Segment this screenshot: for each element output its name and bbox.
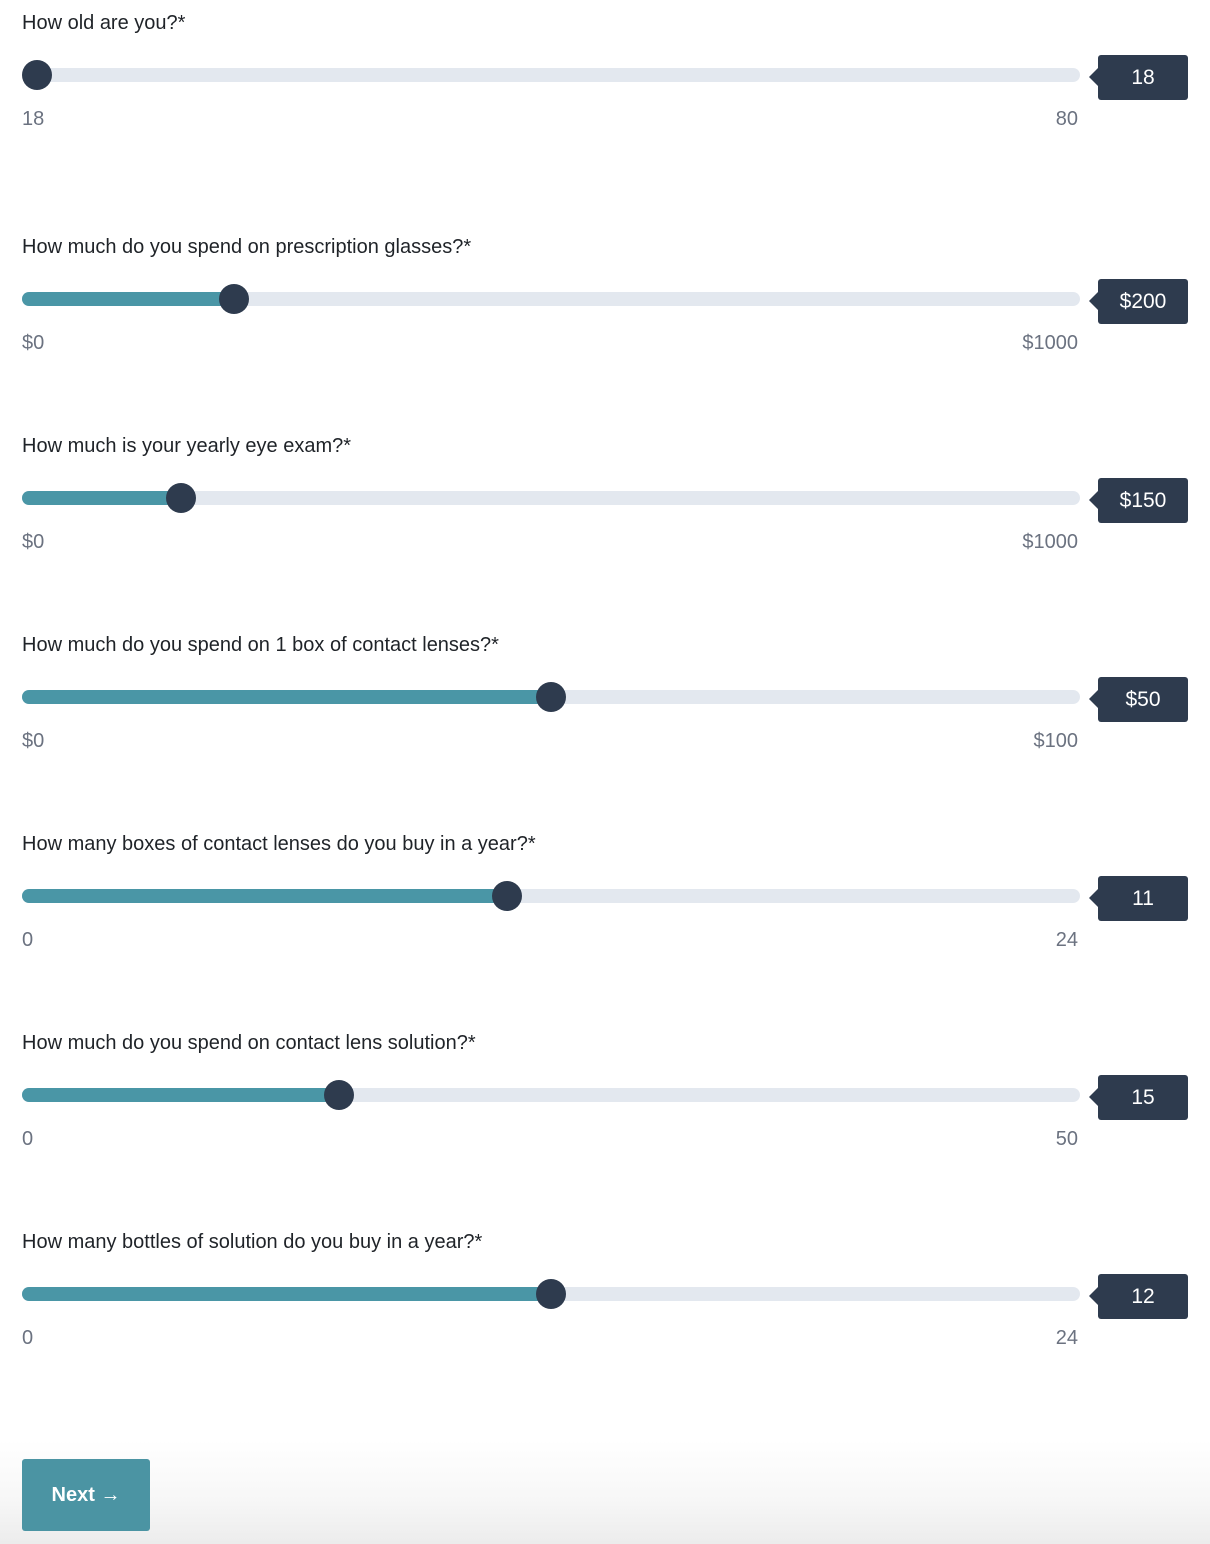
question-label: How much do you spend on prescription gl…	[22, 236, 472, 258]
value-badge: $150	[1089, 478, 1188, 523]
next-button[interactable]: Next →	[22, 1459, 150, 1531]
question-label: How much do you spend on contact lens so…	[22, 1032, 476, 1054]
solution-spend-slider-track[interactable]	[22, 1080, 1080, 1110]
question-solution-spend: How much do you spend on contact lens so…	[0, 1023, 1210, 1163]
age-slider-track[interactable]	[22, 60, 1080, 90]
slider-fill	[22, 491, 181, 505]
question-label: How old are you?*	[22, 12, 186, 34]
contact-box-price-slider-track[interactable]	[22, 682, 1080, 712]
slider-fill	[22, 1088, 340, 1102]
slider-thumb[interactable]	[536, 682, 566, 712]
max-label: 80	[1055, 108, 1078, 130]
slider-fill	[22, 1287, 551, 1301]
value-badge: 15	[1089, 1075, 1188, 1120]
value-badge: 18	[1089, 55, 1188, 100]
slider-thumb[interactable]	[491, 881, 522, 911]
eye-exam-slider-track[interactable]	[22, 483, 1080, 513]
question-glasses-spend: How much do you spend on prescription gl…	[0, 227, 1210, 367]
min-label: 0	[22, 1327, 34, 1349]
min-label: $0	[22, 531, 45, 553]
min-label: 18	[22, 108, 45, 130]
question-label: How many bottles of solution do you buy …	[22, 1231, 483, 1253]
value-badge: 11	[1089, 876, 1188, 921]
slider-thumb[interactable]	[324, 1080, 355, 1110]
slider-fill	[22, 292, 234, 306]
max-label: 24	[1055, 1327, 1078, 1349]
slider-thumb[interactable]	[22, 60, 52, 90]
max-label: 50	[1055, 1128, 1078, 1150]
max-label: $100	[1033, 730, 1079, 752]
question-contact-boxes-per-year: How many boxes of contact lenses do you …	[0, 824, 1210, 964]
max-label: $1000	[1022, 332, 1078, 354]
question-label: How many boxes of contact lenses do you …	[22, 833, 536, 855]
contact-boxes-slider-track[interactable]	[22, 881, 1080, 911]
question-solution-bottles-per-year: How many bottles of solution do you buy …	[0, 1222, 1210, 1362]
slider-thumb[interactable]	[536, 1279, 566, 1309]
question-label: How much is your yearly eye exam?*	[22, 435, 352, 457]
min-label: 0	[22, 1128, 34, 1150]
min-label: 0	[22, 929, 34, 951]
question-eye-exam: How much is your yearly eye exam?* $150 …	[0, 426, 1210, 566]
value-badge: $50	[1089, 677, 1188, 722]
value-badge: 12	[1089, 1274, 1188, 1319]
question-contact-box-price: How much do you spend on 1 box of contac…	[0, 625, 1210, 765]
value-badge: $200	[1089, 279, 1188, 324]
slider-thumb[interactable]	[165, 483, 196, 513]
solution-bottles-slider-track[interactable]	[22, 1279, 1080, 1309]
question-age: How old are you?* 18 18 80	[0, 3, 1210, 143]
question-label: How much do you spend on 1 box of contac…	[22, 634, 499, 656]
max-label: 24	[1055, 929, 1078, 951]
slider-fill	[22, 690, 551, 704]
slider-thumb[interactable]	[218, 284, 249, 314]
min-label: $0	[22, 730, 45, 752]
slider-fill	[22, 889, 507, 903]
glasses-spend-slider-track[interactable]	[22, 284, 1080, 314]
max-label: $1000	[1022, 531, 1078, 553]
min-label: $0	[22, 332, 45, 354]
